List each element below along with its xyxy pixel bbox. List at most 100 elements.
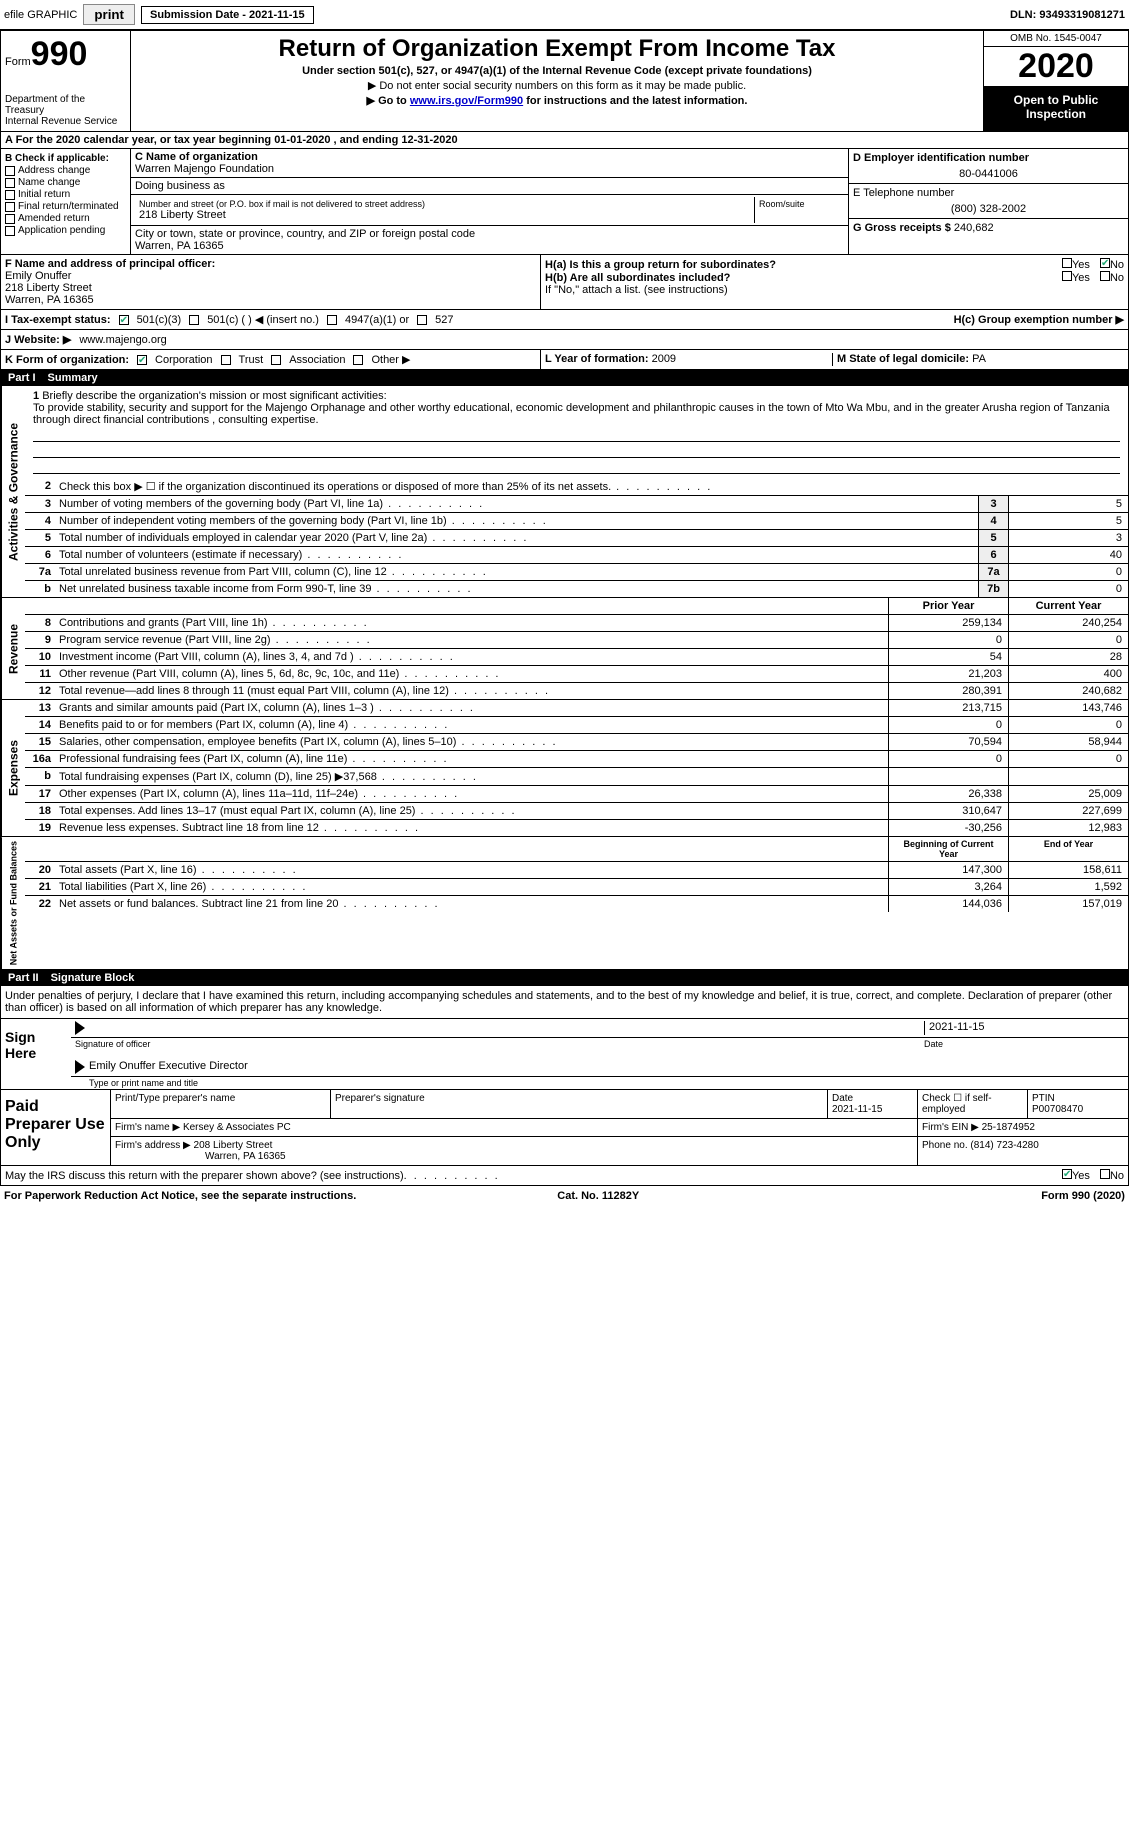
line-desc: Number of voting members of the governin… xyxy=(55,496,978,512)
part1-title: Summary xyxy=(48,372,98,384)
line-num: 17 xyxy=(25,786,55,802)
data-line: bTotal fundraising expenses (Part IX, co… xyxy=(25,768,1128,786)
line-desc: Total number of volunteers (estimate if … xyxy=(55,547,978,563)
prior-year-value: 54 xyxy=(888,649,1008,665)
other-checkbox[interactable] xyxy=(353,355,363,365)
ha-yes-checkbox[interactable] xyxy=(1062,258,1072,268)
line-value: 3 xyxy=(1008,530,1128,546)
signature-declaration: Under penalties of perjury, I declare th… xyxy=(0,986,1129,1019)
line-desc: Net unrelated business taxable income fr… xyxy=(55,581,978,597)
checkbox-address-change[interactable] xyxy=(5,166,15,176)
checkbox-application-pending[interactable] xyxy=(5,226,15,236)
firm-ein-value: 25-1874952 xyxy=(982,1122,1035,1133)
line-num: b xyxy=(25,768,55,785)
omb-number: OMB No. 1545-0047 xyxy=(984,31,1128,47)
header-right: OMB No. 1545-0047 2020 Open to Public In… xyxy=(983,31,1128,131)
line-num: 21 xyxy=(25,879,55,895)
dln-label: DLN: 93493319081271 xyxy=(1010,9,1125,21)
trust-checkbox[interactable] xyxy=(221,355,231,365)
part1-num: Part I xyxy=(8,372,36,384)
data-line: 11Other revenue (Part VIII, column (A), … xyxy=(25,666,1128,683)
prior-year-value: -30,256 xyxy=(888,820,1008,836)
state-domicile-value: PA xyxy=(972,353,986,365)
hb-yes-checkbox[interactable] xyxy=(1062,271,1072,281)
dept-label: Department of the Treasury xyxy=(5,94,126,116)
discuss-no-checkbox[interactable] xyxy=(1100,1169,1110,1179)
line-num: 20 xyxy=(25,862,55,878)
firm-addr-label: Firm's address ▶ xyxy=(115,1140,191,1151)
firm-ein-label: Firm's EIN ▶ xyxy=(922,1122,979,1133)
data-line: 12Total revenue—add lines 8 through 11 (… xyxy=(25,683,1128,699)
line-value: 0 xyxy=(1008,564,1128,580)
current-year-value: 1,592 xyxy=(1008,879,1128,895)
501c-checkbox[interactable] xyxy=(189,315,199,325)
officer-name: Emily Onuffer xyxy=(5,270,536,282)
prior-year-value: 144,036 xyxy=(888,896,1008,912)
ein-label: D Employer identification number xyxy=(853,152,1124,164)
revenue-section: Revenue Prior Year Current Year 8Contrib… xyxy=(0,598,1129,700)
line-desc: Total expenses. Add lines 13–17 (must eq… xyxy=(55,803,888,819)
form-number: 990 xyxy=(31,35,88,73)
paperwork-notice: For Paperwork Reduction Act Notice, see … xyxy=(4,1190,356,1202)
line-num: 8 xyxy=(25,615,55,631)
line-value: 40 xyxy=(1008,547,1128,563)
activities-governance-section: Activities & Governance 1 Briefly descri… xyxy=(0,386,1129,598)
officer-print-name: Emily Onuffer Executive Director xyxy=(89,1060,248,1074)
website-value: www.majengo.org xyxy=(79,334,166,346)
preparer-name-label: Print/Type preparer's name xyxy=(111,1090,331,1118)
begin-year-header: Beginning of Current Year xyxy=(888,837,1008,861)
checkbox-name-change[interactable] xyxy=(5,178,15,188)
website-label: J Website: ▶ xyxy=(5,333,71,346)
line-num: 19 xyxy=(25,820,55,836)
line-box: 7a xyxy=(978,564,1008,580)
discuss-yes-checkbox[interactable] xyxy=(1062,1169,1072,1179)
form990-link[interactable]: www.irs.gov/Form990 xyxy=(410,95,523,107)
side-label-governance: Activities & Governance xyxy=(1,386,25,597)
hb-no-checkbox[interactable] xyxy=(1100,271,1110,281)
current-year-value: 143,746 xyxy=(1008,700,1128,716)
line-desc: Revenue less expenses. Subtract line 18 … xyxy=(55,820,888,836)
line-num: 9 xyxy=(25,632,55,648)
open-public-badge: Open to Public Inspection xyxy=(984,87,1128,131)
current-year-header: Current Year xyxy=(1008,598,1128,614)
city-value: Warren, PA 16365 xyxy=(135,240,844,252)
501c3-checkbox[interactable] xyxy=(119,315,129,325)
prior-year-value: 0 xyxy=(888,751,1008,767)
line-num: 14 xyxy=(25,717,55,733)
ha-no-checkbox[interactable] xyxy=(1100,258,1110,268)
line-desc: Total fundraising expenses (Part IX, col… xyxy=(55,768,888,785)
checkbox-amended-return[interactable] xyxy=(5,214,15,224)
checkbox-initial-return[interactable] xyxy=(5,190,15,200)
sign-here-label: Sign Here xyxy=(1,1019,71,1089)
phone-label: E Telephone number xyxy=(853,187,1124,199)
4947-checkbox[interactable] xyxy=(327,315,337,325)
firm-addr-value2: Warren, PA 16365 xyxy=(205,1151,286,1162)
submission-date: Submission Date - 2021-11-15 xyxy=(141,6,314,24)
line-num: 13 xyxy=(25,700,55,716)
line-num: 2 xyxy=(25,478,55,495)
part2-title: Signature Block xyxy=(51,972,135,984)
527-checkbox[interactable] xyxy=(417,315,427,325)
org-name-label: C Name of organization xyxy=(135,151,844,163)
sig-date-value: 2021-11-15 xyxy=(924,1021,1124,1035)
association-checkbox[interactable] xyxy=(271,355,281,365)
paid-preparer-block: Paid Preparer Use Only Print/Type prepar… xyxy=(0,1090,1129,1166)
data-line: 22Net assets or fund balances. Subtract … xyxy=(25,896,1128,912)
form-title: Return of Organization Exempt From Incom… xyxy=(135,35,979,63)
firm-phone-value: (814) 723-4280 xyxy=(970,1140,1038,1151)
sig-officer-label: Signature of officer xyxy=(75,1039,924,1049)
corporation-checkbox[interactable] xyxy=(137,355,147,365)
checkbox-final-return[interactable] xyxy=(5,202,15,212)
section-klm: K Form of organization: Corporation Trus… xyxy=(0,350,1129,370)
section-i-hc: I Tax-exempt status: 501(c)(3) 501(c) ( … xyxy=(0,310,1129,330)
print-name-label: Type or print name and title xyxy=(71,1077,1128,1089)
print-button[interactable]: print xyxy=(83,4,135,25)
line-desc: Program service revenue (Part VIII, line… xyxy=(55,632,888,648)
data-line: 16aProfessional fundraising fees (Part I… xyxy=(25,751,1128,768)
cat-no: Cat. No. 11282Y xyxy=(557,1190,639,1202)
gov-line: 3Number of voting members of the governi… xyxy=(25,496,1128,513)
paid-preparer-label: Paid Preparer Use Only xyxy=(1,1090,111,1165)
officer-addr1: 218 Liberty Street xyxy=(5,282,536,294)
data-line: 20Total assets (Part X, line 16)147,3001… xyxy=(25,862,1128,879)
data-line: 19Revenue less expenses. Subtract line 1… xyxy=(25,820,1128,836)
